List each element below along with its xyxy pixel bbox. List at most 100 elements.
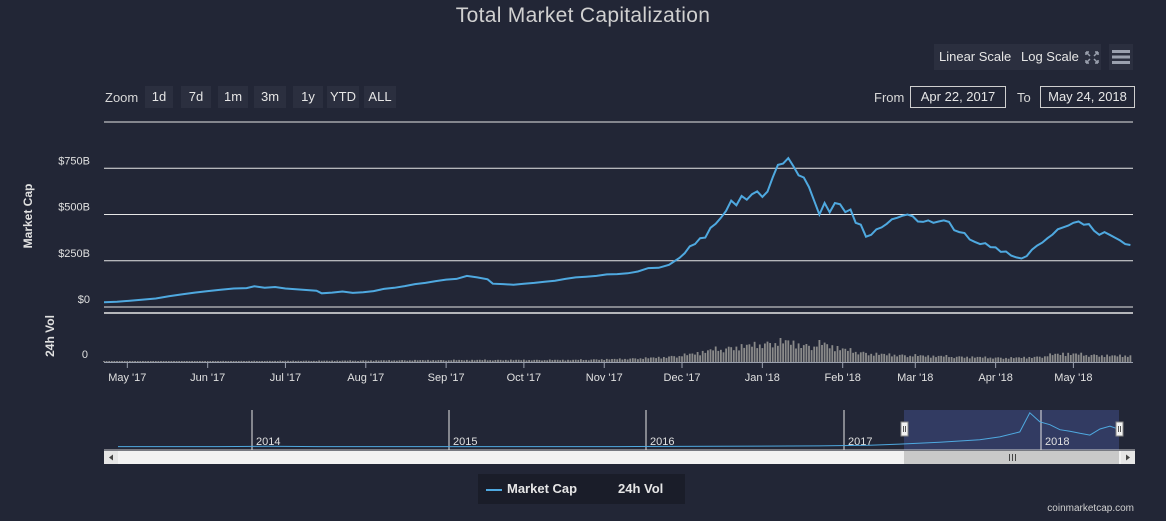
- volume-bar: [891, 356, 893, 362]
- volume-bar: [517, 359, 520, 362]
- volume-bar: [769, 343, 771, 362]
- legend-volume[interactable]: 24h Vol: [618, 481, 664, 496]
- volume-bar: [427, 359, 429, 362]
- volume-bar: [821, 345, 823, 362]
- volume-bar: [554, 359, 556, 362]
- x-tick-label: Nov '17: [586, 372, 623, 384]
- volume-bar: [396, 360, 398, 362]
- volume-bar: [432, 360, 435, 362]
- from-date-input[interactable]: [910, 86, 1006, 108]
- volume-bar: [600, 359, 603, 362]
- volume-bar: [1007, 358, 1010, 362]
- volume-bar: [1116, 356, 1119, 362]
- log-scale-button[interactable]: Log Scale: [1016, 44, 1084, 70]
- legend-market-cap[interactable]: Market Cap: [507, 481, 578, 496]
- volume-bar: [828, 348, 831, 362]
- volume-bar: [315, 361, 318, 362]
- volume-bar: [1124, 355, 1127, 362]
- zoom-ytd-button[interactable]: YTD: [327, 86, 359, 108]
- volume-bar: [696, 352, 699, 362]
- volume-bar: [1051, 355, 1054, 362]
- volume-bar: [504, 359, 507, 362]
- volume-bar: [476, 359, 479, 362]
- volume-bar: [953, 358, 956, 362]
- volume-bar: [805, 344, 808, 362]
- zoom-1m-button[interactable]: 1m: [218, 86, 248, 108]
- volume-bar: [292, 360, 295, 362]
- scrollbar-thumb[interactable]: [904, 451, 1119, 464]
- volume-bar: [624, 358, 626, 362]
- volume-bar: [730, 347, 733, 362]
- zoom-label: Zoom: [105, 90, 139, 105]
- linear-scale-button[interactable]: Linear Scale: [934, 44, 1017, 70]
- x-tick-label: Jul '17: [270, 372, 301, 384]
- volume-bar: [370, 360, 372, 362]
- volume-bar: [917, 356, 919, 362]
- volume-bar: [1056, 353, 1059, 362]
- volume-bar: [683, 353, 686, 362]
- market-cap-line[interactable]: [103, 156, 1131, 304]
- volume-bar: [714, 346, 717, 362]
- zoom-1y-button[interactable]: 1y: [293, 86, 323, 108]
- volume-bar: [108, 361, 111, 362]
- navigator[interactable]: 2014 2015 2016 2017 2018: [104, 410, 1135, 451]
- volume-bar: [1095, 355, 1098, 362]
- volume-bars: [103, 338, 1132, 362]
- volume-bar: [761, 348, 764, 362]
- volume-bar: [206, 361, 209, 362]
- volume-bar: [1002, 358, 1005, 362]
- volume-bar: [567, 359, 569, 362]
- volume-bar: [442, 360, 445, 362]
- volume-bar: [792, 340, 795, 362]
- volume-bar: [310, 361, 313, 362]
- volume-bar: [574, 359, 577, 362]
- scrollbar[interactable]: [104, 451, 1135, 464]
- volume-bar: [105, 361, 108, 362]
- volume-bar: [1114, 355, 1116, 362]
- volume-bar: [1064, 356, 1067, 362]
- x-tick-label: Oct '17: [507, 372, 542, 384]
- volume-bar: [867, 355, 870, 362]
- volume-bar: [800, 348, 803, 362]
- volume-bar: [859, 352, 862, 362]
- volume-bar: [243, 361, 245, 362]
- zoom-3m-button[interactable]: 3m: [254, 86, 286, 108]
- volume-bar: [367, 360, 370, 362]
- volume-bar: [175, 361, 178, 362]
- volume-bar: [256, 361, 258, 362]
- menu-button[interactable]: [1109, 44, 1133, 70]
- navigator-handle-right[interactable]: [1115, 421, 1124, 437]
- fullscreen-button[interactable]: [1083, 44, 1101, 70]
- volume-bar: [686, 355, 689, 362]
- volume-bar: [688, 353, 691, 362]
- volume-bar: [795, 348, 797, 362]
- volume-bar: [1015, 357, 1018, 362]
- volume-bar: [450, 360, 453, 362]
- volume-bar: [929, 357, 932, 362]
- to-date-input[interactable]: [1040, 86, 1135, 108]
- volume-bar: [136, 361, 139, 362]
- volume-bar: [548, 359, 551, 362]
- volume-bar: [670, 355, 673, 362]
- volume-bar: [341, 360, 344, 362]
- volume-bar: [629, 358, 632, 362]
- volume-bar: [528, 360, 530, 362]
- volume-bar: [460, 360, 463, 362]
- navigator-year-lines: 2014 2015 2016 2017 2018: [251, 410, 1069, 450]
- volume-bar: [872, 355, 875, 362]
- credits-link[interactable]: coinmarketcap.com: [1047, 503, 1134, 514]
- volume-bar: [974, 357, 976, 362]
- volume-bar: [660, 358, 663, 362]
- volume-bar: [810, 350, 813, 362]
- volume-bar: [1054, 353, 1057, 362]
- zoom-1d-button[interactable]: 1d: [145, 86, 173, 108]
- volume-bar: [152, 361, 155, 362]
- zoom-7d-button[interactable]: 7d: [181, 86, 211, 108]
- volume-bar: [582, 360, 585, 362]
- zoom-all-button[interactable]: ALL: [364, 86, 396, 108]
- navigator-handle-left[interactable]: [900, 421, 909, 437]
- navigator-selection[interactable]: [904, 410, 1119, 450]
- volume-bar: [699, 355, 701, 362]
- volume-bar: [201, 361, 204, 362]
- volume-bar: [735, 346, 738, 362]
